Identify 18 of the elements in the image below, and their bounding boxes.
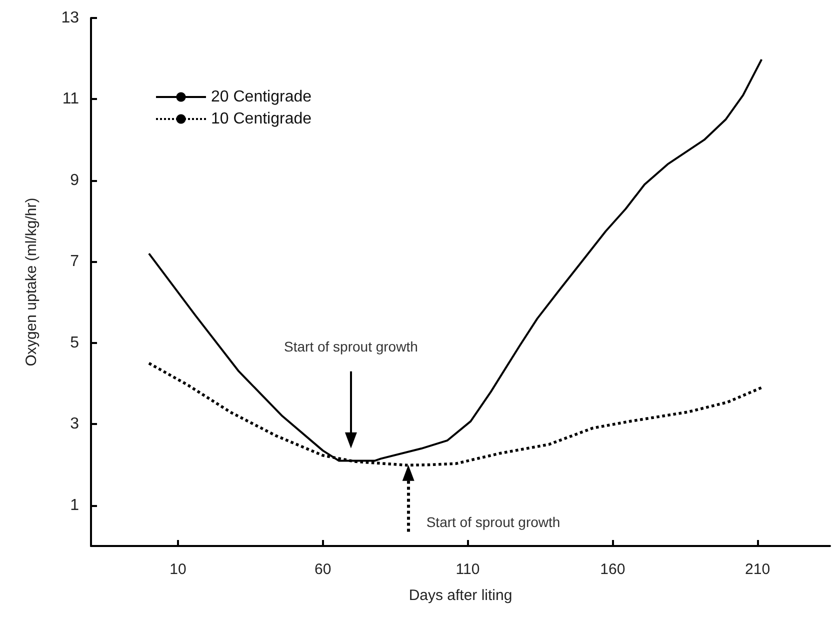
y-tick-label: 7 [70, 253, 80, 270]
x-tick-label: 110 [456, 561, 480, 578]
y-axis-title: Oxygen uptake (ml/kg/hr) [23, 198, 40, 366]
legend-label: 20 Centigrade [211, 88, 312, 106]
y-tick-label: 9 [70, 172, 80, 189]
y-tick-label: 1 [70, 496, 80, 514]
x-axis-title: Days after liting [408, 587, 512, 604]
x-tick-label: 10 [170, 561, 186, 578]
y-tick-label: 13 [61, 10, 80, 26]
x-tick-label: 160 [600, 561, 626, 578]
y-tick-label: 5 [70, 334, 80, 352]
x-tick-label: 210 [745, 561, 770, 578]
y-tick-label: 3 [70, 416, 80, 433]
annotation: Start of sprout growth [284, 338, 418, 354]
y-tick-label: 11 [62, 90, 80, 108]
annotation: Start of sprout growth [426, 514, 560, 530]
x-tick-label: 60 [314, 561, 332, 578]
legend-label: 10 Centigrade [211, 110, 312, 128]
